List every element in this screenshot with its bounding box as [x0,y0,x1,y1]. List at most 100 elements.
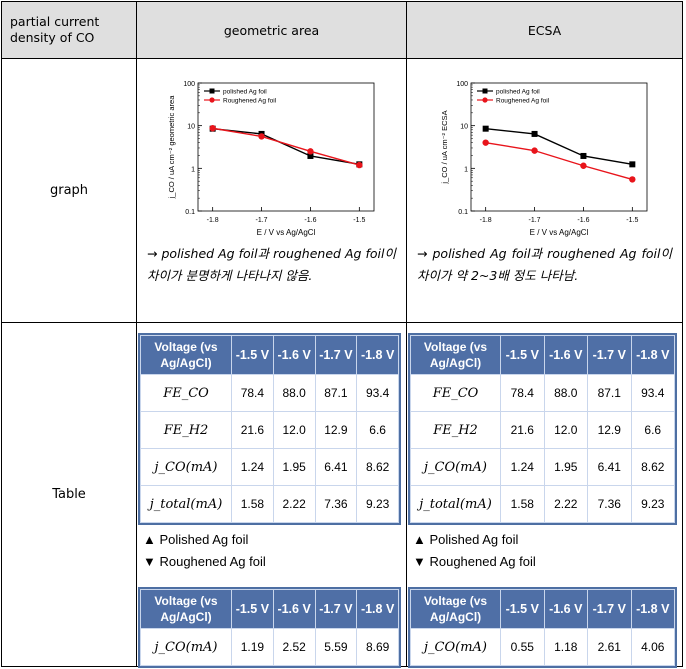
table-cell: 9.23 [630,485,675,523]
table-cell: 9.23 [356,485,399,523]
data-point [306,152,313,159]
row-label: j_CO(mA) [140,448,232,486]
table-cell: 2.61 [587,628,632,666]
table-cell: 7.36 [587,485,632,523]
row-label: FE_H2 [410,411,501,449]
table-cell: 93.4 [630,374,675,412]
row-label: FE_CO [410,374,501,412]
legend-label: polished Ag foil [223,89,267,96]
data-point [628,161,635,168]
v16-header: -1.6 V [543,589,588,629]
table-cell: 78.4 [231,374,274,412]
table-cell: 6.6 [630,411,675,449]
table-cell: 6.6 [356,411,399,449]
row-label: j_CO(mA) [410,448,501,486]
y-tick-label: 0.1 [185,209,195,216]
row-label: j_total(mA) [140,485,232,523]
voltage-header: Voltage (vs Ag/AgCl) [140,335,232,375]
x-tick-label: -1.6 [577,217,589,224]
table-cell: 12.0 [543,411,588,449]
table-cell: 1.95 [543,448,588,486]
series-line-1 [212,127,360,166]
table-cell: 21.6 [500,411,545,449]
series-line-1 [485,141,633,181]
y-tick-label: 100 [183,81,195,88]
table-header: Voltage (vs Ag/AgCl) -1.5 V -1.6 V -1.7 … [140,335,399,375]
legend-polished: ▲ Polished Ag foil [143,532,249,547]
table-row-fe-h2: FE_H2 21.6 12.0 12.9 6.6 [140,411,399,449]
legend-polished: ▲ Polished Ag foil [413,532,519,547]
table-row-jco: j_CO(mA) 0.55 1.18 2.61 4.06 [410,628,675,666]
v16-header: -1.6 V [272,335,316,375]
table-cell: 2.22 [272,485,316,523]
v17-header: -1.7 V [587,589,632,629]
table-row-label: Table [1,322,137,667]
table-cell: 2.52 [272,628,316,666]
y-tick-label: 1 [191,166,195,173]
v18-header: -1.8 V [356,589,399,629]
data-point [531,130,538,137]
legend-marker [208,97,215,103]
x-tick-label: -1.7 [255,217,267,224]
geometric-table-cell: Voltage (vs Ag/AgCl) -1.5 V -1.6 V -1.7 … [136,322,407,668]
data-point [257,133,265,140]
row-label: j_total(mA) [410,485,501,523]
legend-label: polished Ag foil [496,89,540,96]
geometric-area-chart: 0.1 1 10 100 -1.8 -1.7 -1.6 -1.5 E / V vs Ag/AgC… [167,81,374,237]
ecsa-roughened-table: Voltage (vs Ag/AgCl) -1.5 V -1.6 V -1.7 … [408,587,677,668]
data-point [530,147,538,154]
row-label: FE_H2 [140,411,232,449]
table-row: Table Voltage (vs Ag/AgCl) -1.5 V -1.6 V… [1,322,683,668]
x-tick-label: -1.5 [353,217,365,224]
table-cell: 1.19 [231,628,274,666]
table-cell: 88.0 [543,374,588,412]
table-cell: 1.24 [231,448,274,486]
v15-header: -1.5 V [231,335,274,375]
legend: ▲ Polished Ag foil ▼ Roughened Ag foil [143,529,406,573]
table-cell: 1.95 [272,448,316,486]
legend-marker [481,97,488,103]
ecsa-chart: 0.1 1 10 100 -1.8 -1.7 -1.6 -1.5 E / V vs Ag/AgC… [440,81,647,237]
row-label: FE_CO [140,374,232,412]
x-tick-label: -1.6 [304,217,316,224]
data-point [208,125,216,132]
table-row-jco: j_CO(mA) 1.24 1.95 6.41 8.62 [410,448,675,486]
y-axis-label: j_CO / uA cm⁻² geometric area [167,95,176,200]
series-line-0 [485,127,632,166]
table-cell: 88.0 [272,374,316,412]
v17-header: -1.7 V [314,589,358,629]
y-tick-label: 0.1 [458,209,468,216]
data-point [355,161,363,169]
row-label: j_CO(mA) [140,628,232,666]
graph-row-label: graph [1,58,137,323]
table-cell: 12.0 [272,411,316,449]
x-tick-label: -1.8 [479,217,491,224]
header-geometric-area: geometric area [136,1,407,59]
table-cell: 5.59 [314,628,358,666]
v18-header: -1.8 V [630,589,675,629]
table-row-jtotal: j_total(mA) 1.58 2.22 7.36 9.23 [140,485,399,523]
legend-label: Roughened Ag foil [223,98,277,105]
table-row-jtotal: j_total(mA) 1.58 2.22 7.36 9.23 [410,485,675,523]
table-row-jco: j_CO(mA) 1.24 1.95 6.41 8.62 [140,448,399,486]
v18-header: -1.8 V [630,335,675,375]
header-row: partial current density of CO geometric … [1,1,683,59]
table-cell: 0.55 [500,628,545,666]
header-partial-current: partial current density of CO [1,1,137,59]
table-cell: 12.9 [314,411,358,449]
data-point [482,125,489,132]
v15-header: -1.5 V [231,589,274,629]
table-cell: 87.1 [314,374,358,412]
table-cell: 21.6 [231,411,274,449]
header-ecsa: ECSA [406,1,683,59]
data-point [579,162,587,169]
y-tick-label: 10 [187,124,195,131]
v17-header: -1.7 V [587,335,632,375]
geo-roughened-table: Voltage (vs Ag/AgCl) -1.5 V -1.6 V -1.7 … [138,587,401,668]
y-tick-label: 10 [460,124,468,131]
data-point [306,148,314,155]
plot-frame [470,82,647,212]
table-cell: 1.24 [500,448,545,486]
y-tick-label: 100 [456,81,468,88]
